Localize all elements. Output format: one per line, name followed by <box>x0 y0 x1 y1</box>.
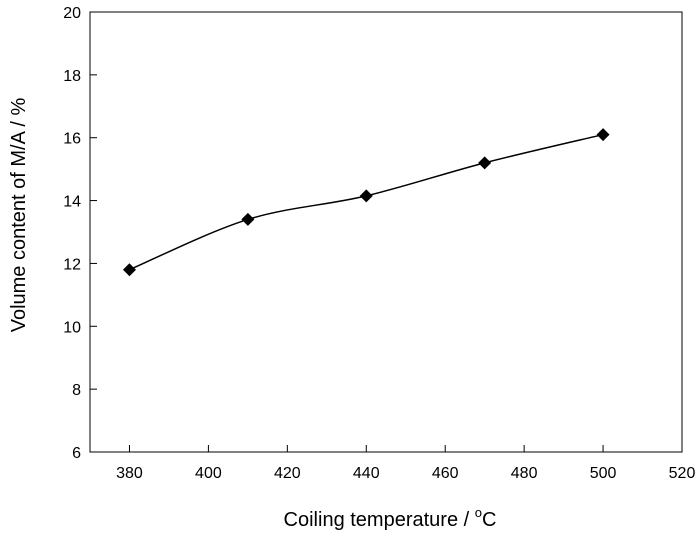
y-tick-label: 6 <box>72 445 81 462</box>
y-tick-label: 10 <box>63 319 81 336</box>
x-tick-label: 500 <box>590 465 617 482</box>
y-tick-label: 8 <box>72 382 81 399</box>
plot-frame <box>89 11 683 453</box>
y-tick-label: 20 <box>63 5 81 22</box>
y-tick-label: 16 <box>63 131 81 148</box>
y-axis: 6 8 10 12 14 16 18 20 <box>63 5 97 462</box>
x-tick-label: 400 <box>195 465 222 482</box>
y-axis-title: Volume content of M/A / % <box>8 98 30 333</box>
data-point <box>241 212 255 226</box>
x-axis-title: Coiling temperature / oC <box>284 505 497 531</box>
series-group <box>122 128 610 277</box>
x-tick-label: 420 <box>274 465 301 482</box>
x-axis: 380 400 420 440 460 480 500 520 <box>116 445 695 482</box>
data-point <box>359 189 373 203</box>
x-tick-label: 460 <box>432 465 459 482</box>
y-tick-label: 14 <box>63 194 81 211</box>
data-point <box>122 263 136 277</box>
x-tick-label: 520 <box>669 465 696 482</box>
x-tick-label: 440 <box>353 465 380 482</box>
x-tick-label: 480 <box>511 465 538 482</box>
y-tick-label: 12 <box>63 256 81 273</box>
data-point <box>478 156 492 170</box>
y-tick-label: 18 <box>63 68 81 85</box>
plot-border <box>89 11 683 453</box>
x-tick-label: 380 <box>116 465 143 482</box>
data-point <box>596 128 610 142</box>
